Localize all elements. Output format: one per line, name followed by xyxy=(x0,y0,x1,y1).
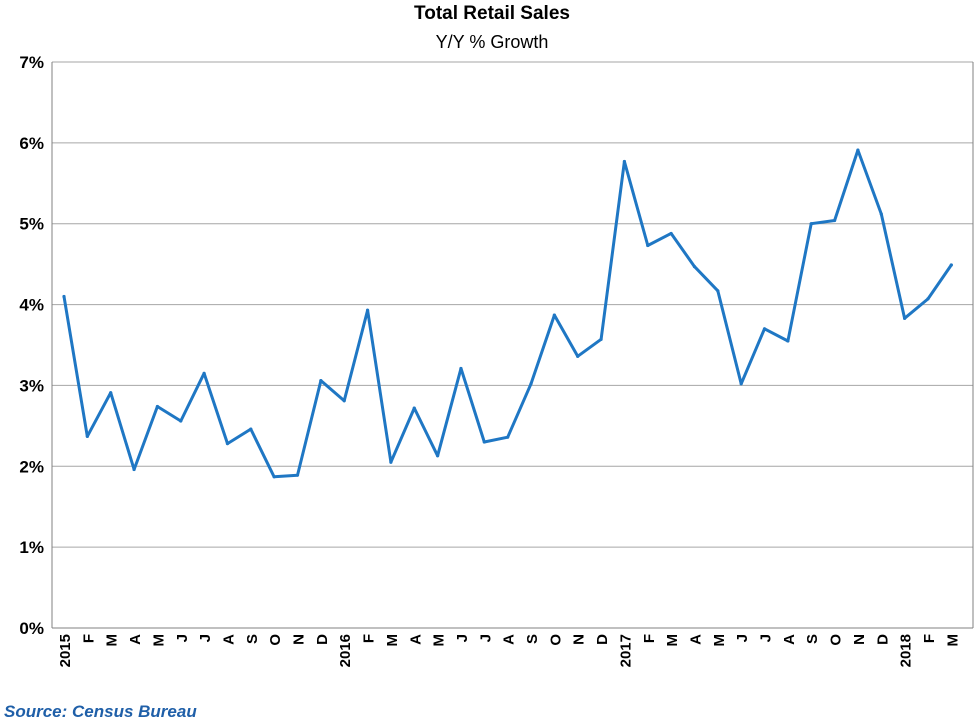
x-tick-label: S xyxy=(244,634,261,644)
chart-subtitle: Y/Y % Growth xyxy=(436,32,549,52)
y-tick-label: 2% xyxy=(19,457,44,476)
data-point xyxy=(692,264,697,269)
data-point xyxy=(552,313,556,317)
x-tick-label: J xyxy=(454,634,471,642)
x-tick-label: A xyxy=(407,634,424,645)
data-point xyxy=(412,406,416,410)
x-tick-label: N xyxy=(291,634,308,645)
y-tick-label: 3% xyxy=(19,376,44,395)
y-tick-label: 1% xyxy=(19,538,44,557)
data-point xyxy=(62,294,66,299)
data-point xyxy=(155,404,159,409)
x-tick-label: J xyxy=(174,634,191,642)
x-tick-label: J xyxy=(758,634,775,642)
x-tick-label: 2017 xyxy=(617,634,634,667)
data-point xyxy=(949,263,953,267)
x-tick-label: F xyxy=(361,634,378,643)
x-tick-label: M xyxy=(944,634,961,647)
y-tick-label: 6% xyxy=(19,134,44,153)
x-tick-label: M xyxy=(431,634,448,647)
data-point xyxy=(342,399,346,403)
x-tick-label: O xyxy=(267,634,284,646)
x-tick-label: F xyxy=(641,634,658,643)
data-point xyxy=(599,337,603,341)
data-point xyxy=(319,378,323,383)
gridlines xyxy=(52,61,973,548)
x-tick-label: O xyxy=(547,634,564,646)
x-tick-label: O xyxy=(828,634,845,646)
data-point xyxy=(249,427,253,431)
data-point xyxy=(739,382,743,386)
x-tick-label: J xyxy=(734,634,751,642)
data-point xyxy=(832,218,837,223)
x-tick-label: M xyxy=(384,634,401,647)
data-point xyxy=(529,382,533,386)
x-tick-label: A xyxy=(501,634,518,645)
x-tick-label: D xyxy=(314,634,331,645)
data-point xyxy=(506,435,510,439)
y-tick-label: 4% xyxy=(19,296,44,315)
data-point xyxy=(202,371,206,375)
x-tick-label: M xyxy=(664,634,681,647)
x-axis-tick-labels: 2015 F M A M J J A S O N D 2016 F M A M J J A S O N D 2017 F M A M J J… xyxy=(57,634,961,668)
y-tick-label: 7% xyxy=(19,53,44,72)
data-point xyxy=(459,366,463,371)
data-point xyxy=(109,391,113,395)
data-point xyxy=(179,419,183,423)
data-point xyxy=(576,354,580,358)
chart-title: Total Retail Sales xyxy=(414,3,570,24)
data-point xyxy=(786,339,790,343)
x-tick-label: F xyxy=(921,634,938,643)
x-tick-label: A xyxy=(687,634,704,645)
data-point xyxy=(856,148,860,152)
data-point xyxy=(762,327,767,331)
x-tick-label: M xyxy=(104,634,121,647)
x-tick-label: J xyxy=(477,634,494,642)
data-point xyxy=(272,475,276,479)
x-tick-label: M xyxy=(150,634,167,647)
data-point xyxy=(132,467,136,472)
x-tick-label: F xyxy=(80,634,97,643)
x-tick-label: 2016 xyxy=(337,634,354,667)
x-tick-label: N xyxy=(851,634,868,645)
x-tick-label: 2018 xyxy=(898,634,915,667)
data-point xyxy=(879,212,883,216)
series-line-0 xyxy=(62,148,953,479)
x-tick-label: N xyxy=(571,634,588,645)
data-point xyxy=(482,440,486,444)
data-point xyxy=(365,308,370,312)
data-point xyxy=(669,231,673,236)
x-tick-label: A xyxy=(127,634,144,645)
data-point xyxy=(926,297,930,301)
x-tick-label: 2015 xyxy=(57,634,74,667)
data-point xyxy=(225,442,230,446)
source-note: Source: Census Bureau xyxy=(4,702,197,721)
x-tick-label: M xyxy=(711,634,728,647)
data-point xyxy=(389,460,393,464)
x-tick-label: J xyxy=(197,634,214,642)
axes xyxy=(51,62,974,629)
data-point xyxy=(646,243,650,248)
data-point xyxy=(809,222,813,226)
data-point xyxy=(85,434,89,438)
y-tick-label: 5% xyxy=(19,215,44,234)
x-tick-label: A xyxy=(220,634,237,645)
x-tick-label: A xyxy=(781,634,798,645)
x-tick-label: S xyxy=(524,634,541,644)
data-point xyxy=(622,159,627,164)
y-axis-tick-labels: 0% 1% 2% 3% 4% 5% 6% 7% xyxy=(19,53,44,638)
x-tick-label: D xyxy=(874,634,891,645)
data-point xyxy=(436,454,440,458)
x-tick-label: S xyxy=(804,634,821,644)
data-point xyxy=(716,289,720,293)
data-point xyxy=(295,473,300,477)
y-tick-label: 0% xyxy=(19,619,44,638)
data-point xyxy=(903,316,907,320)
x-tick-label: D xyxy=(594,634,611,645)
series-layer xyxy=(62,148,953,479)
